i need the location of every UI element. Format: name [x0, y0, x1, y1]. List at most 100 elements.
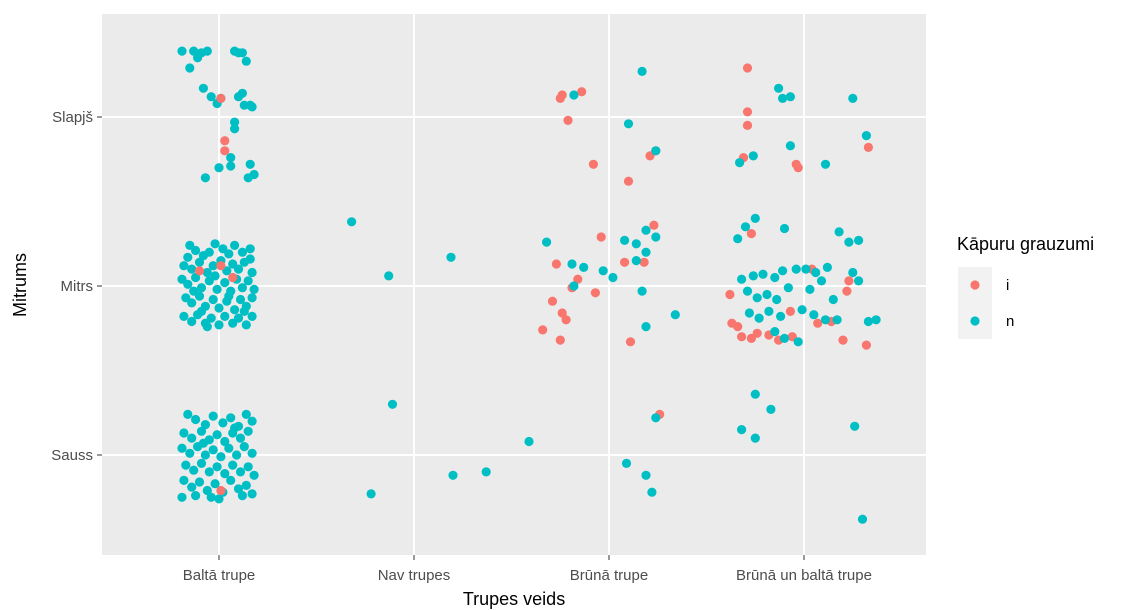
data-point-n — [237, 88, 247, 98]
data-point-n — [228, 460, 238, 470]
data-point-n — [241, 56, 251, 66]
data-points — [177, 46, 881, 524]
data-point-n — [202, 267, 212, 278]
data-point-i — [557, 90, 567, 100]
data-point-n — [752, 293, 762, 303]
data-point-n — [239, 306, 249, 316]
data-point-n — [230, 305, 240, 315]
data-point-n — [204, 467, 214, 477]
data-point-n — [247, 311, 257, 321]
data-point-n — [247, 416, 257, 426]
data-point-n — [750, 213, 760, 223]
data-point-n — [224, 443, 234, 453]
data-point-n — [208, 261, 218, 271]
data-point-n — [871, 315, 881, 325]
data-point-i — [596, 232, 606, 242]
data-point-n — [542, 237, 552, 247]
legend-swatch-i — [970, 280, 980, 290]
data-point-n — [241, 320, 251, 330]
data-point-n — [245, 254, 255, 264]
data-point-n — [224, 291, 234, 301]
data-point-n — [791, 264, 801, 274]
legend-label-n: n — [1006, 313, 1014, 330]
data-point-n — [196, 426, 207, 436]
data-point-n — [608, 272, 618, 283]
data-point-n — [177, 492, 187, 502]
data-point-i — [785, 306, 796, 316]
data-point-n — [187, 264, 197, 274]
data-point-i — [733, 322, 743, 332]
legend-swatch-n — [970, 316, 980, 326]
y-axis-title: Mitrums — [10, 253, 30, 317]
data-point-n — [226, 153, 236, 163]
data-point-n — [191, 414, 201, 425]
data-point-i — [793, 163, 803, 173]
data-point-n — [567, 259, 577, 269]
data-point-n — [202, 485, 212, 496]
data-point-n — [247, 489, 257, 499]
data-point-n — [854, 235, 864, 245]
data-point-i — [588, 159, 599, 169]
data-point-n — [481, 467, 491, 477]
data-point-n — [735, 158, 745, 168]
data-point-n — [212, 284, 222, 294]
legend-label-i: i — [1006, 277, 1009, 294]
data-point-n — [237, 48, 247, 58]
data-point-i — [216, 485, 226, 496]
data-point-n — [189, 465, 199, 475]
data-point-n — [181, 460, 191, 470]
data-point-n — [651, 232, 661, 242]
data-point-n — [185, 448, 195, 458]
data-point-n — [793, 337, 803, 347]
data-point-n — [247, 102, 257, 112]
data-point-n — [764, 306, 774, 316]
data-point-i — [838, 335, 848, 345]
data-point-n — [212, 430, 222, 440]
data-point-n — [202, 46, 212, 56]
data-point-n — [621, 458, 632, 468]
data-point-n — [226, 161, 236, 171]
data-point-n — [863, 316, 874, 327]
data-point-n — [524, 436, 534, 447]
data-point-n — [237, 283, 247, 293]
x-tick-label: Nav trupes — [378, 567, 451, 584]
data-point-i — [220, 136, 230, 146]
data-point-n — [748, 151, 758, 161]
data-point-n — [569, 281, 579, 291]
data-point-i — [742, 120, 753, 130]
data-point-n — [210, 239, 220, 249]
data-point-n — [647, 487, 657, 497]
data-point-n — [206, 492, 216, 502]
data-point-n — [200, 450, 210, 460]
data-point-i — [737, 332, 747, 342]
data-point-n — [832, 315, 842, 325]
data-point-n — [204, 247, 214, 257]
data-point-n — [579, 262, 589, 272]
data-point-n — [637, 286, 647, 296]
data-point-i — [555, 335, 565, 345]
data-point-n — [187, 482, 197, 492]
data-point-i — [620, 257, 630, 267]
data-point-n — [187, 433, 197, 443]
data-point-n — [191, 272, 201, 283]
data-point-n — [854, 276, 864, 286]
data-point-i — [742, 107, 753, 117]
data-point-n — [569, 90, 579, 100]
data-point-i — [557, 308, 567, 318]
x-tick-label: Brūnā un baltā trupe — [736, 567, 872, 584]
x-tick-label: Brūnā trupe — [570, 567, 648, 584]
data-point-i — [861, 340, 872, 350]
data-point-n — [623, 119, 634, 129]
data-point-n — [797, 305, 807, 315]
data-point-n — [598, 266, 608, 276]
data-point-n — [861, 131, 872, 141]
data-point-n — [183, 252, 193, 262]
data-point-n — [848, 267, 858, 278]
x-axis-title: Trupes veids — [463, 589, 565, 609]
data-point-n — [232, 450, 242, 460]
data-point-n — [218, 418, 228, 428]
data-point-n — [243, 173, 253, 183]
data-point-n — [202, 322, 212, 332]
data-point-n — [620, 235, 630, 245]
data-point-n — [235, 294, 246, 305]
